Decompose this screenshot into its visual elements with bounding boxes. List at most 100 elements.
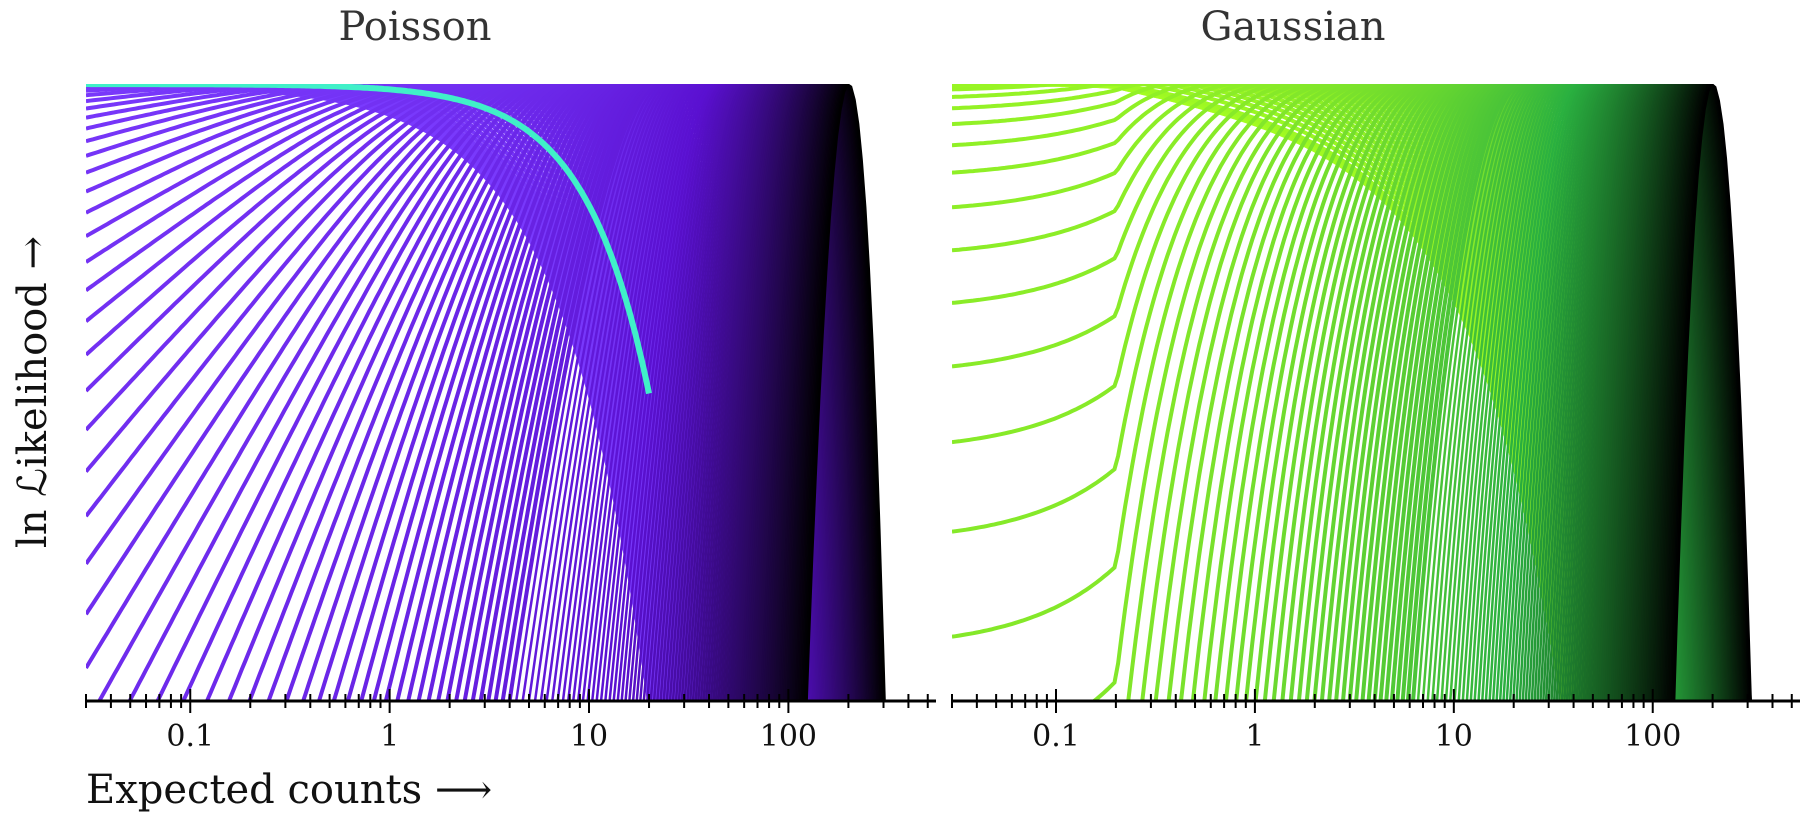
poisson-curve-42 bbox=[345, 84, 724, 701]
poisson-curve-136 bbox=[765, 84, 862, 701]
x-tick-label: 10 bbox=[570, 719, 608, 754]
poisson-curve-150 bbox=[789, 84, 876, 701]
gaussian-curve-49 bbox=[1354, 84, 1618, 701]
gaussian-curve-46 bbox=[1334, 84, 1613, 701]
gaussian-curve-19 bbox=[952, 84, 1577, 701]
poisson-curve-147 bbox=[784, 84, 873, 701]
poisson-x-ticks: 0.1 1 10 100 bbox=[85, 689, 929, 754]
poisson-curve-152 bbox=[792, 84, 879, 701]
poisson-curve-49 bbox=[426, 84, 737, 701]
gaussian-curve-147 bbox=[1652, 84, 1740, 701]
poisson-curve-37 bbox=[266, 84, 714, 701]
gaussian-curve-21 bbox=[952, 84, 1579, 701]
gaussian-curve-37 bbox=[1262, 84, 1600, 701]
poisson-y-axis-label: ln ℒikelihood → bbox=[10, 236, 56, 548]
poisson-curve-144 bbox=[779, 84, 870, 701]
poisson-curve-132 bbox=[757, 84, 857, 701]
poisson-curve-146 bbox=[783, 84, 872, 701]
poisson-curve-123 bbox=[739, 84, 847, 701]
poisson-curve-142 bbox=[776, 84, 868, 701]
poisson-curve-32 bbox=[155, 84, 704, 701]
poisson-curve-139 bbox=[770, 84, 865, 701]
gaussian-curve-141 bbox=[1643, 84, 1734, 701]
gaussian-curve-38 bbox=[1271, 84, 1602, 701]
poisson-curve-137 bbox=[767, 84, 863, 701]
gaussian-curve-31 bbox=[1202, 84, 1592, 701]
gaussian-curve-39 bbox=[1280, 84, 1603, 701]
gaussian-curve-42 bbox=[1304, 84, 1607, 701]
poisson-curve-31 bbox=[127, 84, 701, 701]
poisson-curve-38 bbox=[284, 84, 716, 701]
poisson-curve-149 bbox=[788, 84, 876, 701]
poisson-curve-128 bbox=[749, 84, 853, 701]
poisson-curve-124 bbox=[741, 84, 848, 701]
poisson-curve-27 bbox=[86, 84, 693, 701]
gaussian-curve-131 bbox=[1625, 84, 1724, 701]
poisson-curve-55 bbox=[478, 84, 749, 701]
poisson-curve-50 bbox=[436, 84, 739, 701]
poisson-curve-53 bbox=[462, 84, 745, 701]
poisson-curve-133 bbox=[759, 84, 858, 701]
poisson-curve-148 bbox=[786, 84, 875, 701]
poisson-curve-131 bbox=[755, 84, 856, 701]
poisson-curve-151 bbox=[791, 84, 877, 701]
gaussian-curve-45 bbox=[1327, 84, 1612, 701]
gaussian-curve-140 bbox=[1641, 84, 1733, 701]
gaussian-curve-40 bbox=[1288, 84, 1604, 701]
gaussian-curve-126 bbox=[1616, 84, 1718, 701]
gaussian-curve-17 bbox=[952, 84, 1575, 701]
gaussian-curve-33 bbox=[1223, 84, 1595, 701]
gaussian-curve-43 bbox=[1312, 84, 1609, 701]
gaussian-curve-149 bbox=[1656, 84, 1742, 701]
gaussian-curve-136 bbox=[1634, 84, 1729, 701]
gaussian-curve-32 bbox=[1213, 84, 1593, 701]
x-tick-label: 100 bbox=[1624, 719, 1681, 754]
poisson-curve-135 bbox=[763, 84, 861, 701]
gaussian-curve-130 bbox=[1623, 84, 1722, 701]
gaussian-curve-144 bbox=[1648, 84, 1737, 701]
poisson-curve-134 bbox=[761, 84, 860, 701]
poisson-curve-127 bbox=[747, 84, 852, 701]
gaussian-panel: Gaussian 0.1 1 10 100 bbox=[951, 4, 1800, 754]
gaussian-curve-133 bbox=[1629, 84, 1726, 701]
x-tick-label: 0.1 bbox=[166, 719, 214, 754]
poisson-curve-143 bbox=[777, 84, 869, 701]
poisson-curve-126 bbox=[745, 84, 851, 701]
poisson-curve-45 bbox=[383, 84, 730, 701]
x-tick-label: 100 bbox=[760, 719, 817, 754]
gaussian-curve-123 bbox=[1610, 84, 1715, 701]
gaussian-curve-128 bbox=[1619, 84, 1720, 701]
gaussian-curve-36 bbox=[1253, 84, 1599, 701]
poisson-curve-58 bbox=[500, 84, 754, 701]
gaussian-curve-41 bbox=[1296, 84, 1606, 701]
x-tick-label: 10 bbox=[1435, 719, 1473, 754]
gaussian-curve-122 bbox=[1608, 84, 1714, 701]
poisson-curve-56 bbox=[486, 84, 750, 701]
poisson-curve-41 bbox=[331, 84, 722, 701]
gaussian-curve-137 bbox=[1636, 84, 1730, 701]
poisson-curve-125 bbox=[743, 84, 850, 701]
poisson-curve-39 bbox=[301, 84, 718, 701]
gaussian-curve-9 bbox=[952, 84, 1567, 701]
gaussian-curve-135 bbox=[1632, 84, 1728, 701]
gaussian-curve-52 bbox=[1372, 84, 1622, 701]
x-tick-label: 1 bbox=[380, 719, 399, 754]
poisson-curve-43 bbox=[359, 84, 726, 701]
gaussian-curve-125 bbox=[1614, 84, 1717, 701]
gaussian-curve-143 bbox=[1646, 84, 1736, 701]
gaussian-curve-124 bbox=[1612, 84, 1716, 701]
poisson-curve-129 bbox=[751, 84, 854, 701]
poisson-curve-51 bbox=[445, 84, 741, 701]
poisson-curve-35 bbox=[226, 84, 710, 701]
gaussian-curve-139 bbox=[1639, 84, 1732, 701]
poisson-curve-138 bbox=[769, 84, 864, 701]
gaussian-curve-47 bbox=[1341, 84, 1615, 701]
gaussian-curve-145 bbox=[1649, 84, 1738, 701]
poisson-panel: Poisson 0.1 1 10 100 Expected counts ⟶ ln ℒ… bbox=[10, 4, 936, 813]
gaussian-curve-134 bbox=[1630, 84, 1727, 701]
gaussian-title: Gaussian bbox=[1200, 4, 1385, 50]
gaussian-curve-15 bbox=[952, 84, 1573, 701]
gaussian-curve-127 bbox=[1617, 84, 1719, 701]
gaussian-curve-148 bbox=[1654, 84, 1741, 701]
